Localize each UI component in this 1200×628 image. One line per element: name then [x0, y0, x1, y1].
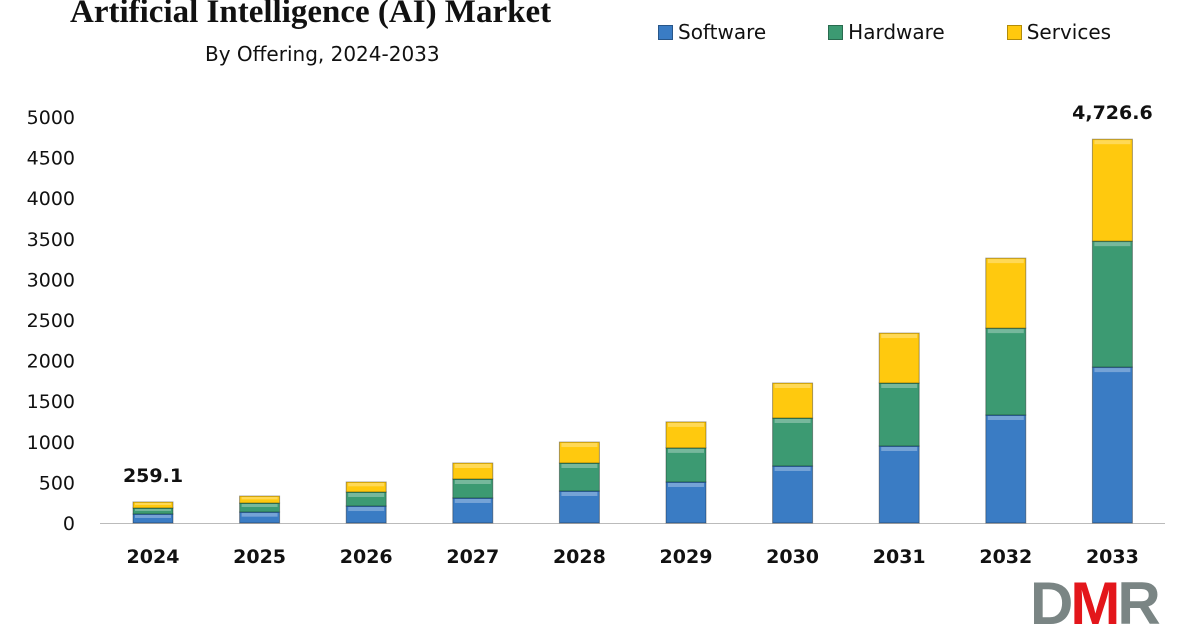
bar-segment-services [345, 481, 387, 493]
bar-highlight [454, 479, 491, 484]
bar-highlight [987, 416, 1024, 421]
x-tick-label: 2027 [446, 546, 499, 568]
bar-highlight [561, 443, 598, 448]
bar-segment-software [1091, 366, 1133, 524]
y-tick-label: 3000 [27, 269, 75, 291]
legend-label: Services [1026, 20, 1112, 44]
bar-highlight [348, 482, 385, 487]
bar-highlight [1094, 242, 1131, 247]
bar-highlight [135, 514, 171, 518]
bar-highlight [454, 463, 491, 468]
x-tick-label: 2025 [233, 546, 286, 568]
bar-highlight [774, 419, 811, 424]
bar-segment-software [772, 465, 814, 524]
bar-highlight [881, 334, 918, 339]
y-tick-label: 1500 [27, 391, 75, 413]
bar-highlight [1094, 368, 1131, 373]
legend-swatch [1006, 24, 1022, 40]
bar-highlight [348, 507, 385, 512]
x-tick-label: 2026 [340, 546, 393, 568]
bar-segment-hardware [132, 507, 174, 515]
bar-segment-software [452, 497, 494, 524]
bar-segment-hardware [985, 327, 1027, 416]
bar-highlight [881, 384, 918, 389]
y-tick-label: 4500 [27, 148, 75, 170]
x-tick-label: 2030 [766, 546, 819, 568]
dmr-logo: DMR [1030, 570, 1160, 628]
data-label: 4,726.6 [1072, 102, 1153, 124]
data-label: 259.1 [123, 465, 183, 487]
bar-segment-software [665, 481, 707, 524]
legend-item-hardware: Hardware [828, 20, 945, 44]
bar-segment-services [239, 495, 281, 504]
bar-highlight [241, 513, 278, 517]
bar-highlight [668, 448, 704, 453]
bar-highlight [135, 508, 171, 511]
bar-highlight [1094, 140, 1131, 145]
bar-highlight [987, 259, 1024, 264]
bar-segment-hardware [665, 447, 707, 483]
legend-label: Hardware [848, 20, 945, 44]
bar-highlight [454, 498, 491, 503]
bar-segment-services [558, 441, 600, 464]
bar-segment-services [132, 501, 174, 509]
y-tick-label: 2000 [27, 351, 75, 373]
bar-highlight [241, 497, 278, 500]
y-tick-label: 1000 [27, 432, 75, 454]
bar-highlight [241, 504, 278, 508]
bar-highlight [774, 384, 811, 389]
bar-segment-hardware [772, 417, 814, 467]
bar-segment-services [772, 382, 814, 419]
legend-swatch [658, 24, 673, 40]
y-tick-label: 0 [63, 513, 75, 535]
bar-highlight [881, 447, 918, 452]
x-tick-label: 2031 [873, 546, 926, 568]
bar-segment-software [985, 414, 1027, 524]
legend-item-services: Services [1006, 20, 1112, 44]
legend-item-software: Software [658, 20, 766, 44]
x-tick-label: 2024 [127, 546, 180, 568]
bar-segment-services [985, 257, 1027, 329]
legend: Software Hardware Services [658, 20, 1111, 44]
legend-label: Software [678, 20, 767, 44]
bar-segment-services [878, 332, 920, 384]
x-tick-label: 2033 [1086, 546, 1139, 568]
bar-segment-services [665, 421, 707, 449]
y-tick-label: 5000 [27, 107, 75, 129]
y-tick-label: 3500 [27, 229, 75, 251]
bar-segment-services [1091, 138, 1133, 242]
bar-highlight [774, 466, 811, 471]
y-tick-label: 4000 [27, 188, 75, 210]
chart-title: Artificial Intelligence (AI) Market [70, 0, 552, 30]
bar-segment-software [878, 445, 920, 524]
bar-segment-services [452, 462, 494, 480]
bar-highlight [135, 502, 171, 505]
bar-highlight [561, 492, 598, 497]
y-tick-label: 500 [39, 472, 75, 494]
x-tick-label: 2029 [660, 546, 713, 568]
bar-highlight [561, 463, 598, 468]
bar-highlight [987, 329, 1024, 334]
y-tick-label: 2500 [27, 310, 75, 332]
bar-highlight [668, 422, 704, 427]
bar-segment-hardware [878, 382, 920, 447]
bar-segment-hardware [558, 462, 600, 492]
x-tick-label: 2028 [553, 546, 606, 568]
bar-segment-hardware [1091, 240, 1133, 368]
x-tick-label: 2032 [979, 546, 1032, 568]
chart-subtitle: By Offering, 2024-2033 [205, 42, 440, 66]
bar-segment-hardware [239, 502, 281, 513]
bar-highlight [348, 492, 385, 497]
legend-swatch [828, 24, 844, 40]
bar-highlight [668, 482, 704, 487]
